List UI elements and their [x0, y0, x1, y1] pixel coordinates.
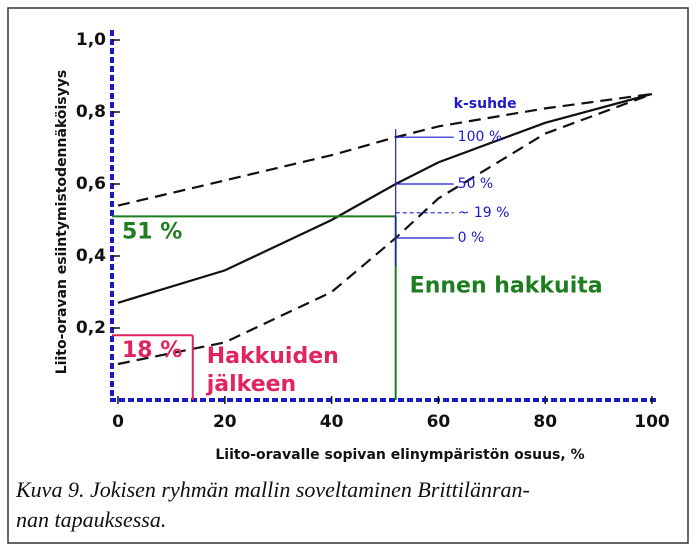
x-tick-label: 60	[427, 412, 451, 432]
k-scale-label: 0 %	[458, 230, 485, 246]
x-axis-label: Liito-oravalle sopivan elinympäristön os…	[215, 447, 584, 463]
y-tick-label: 0,8	[76, 102, 106, 122]
caption: Kuva 9. Jokisen ryhmän mallin soveltamin…	[15, 477, 530, 502]
k-scale-label: ~ 19 %	[458, 205, 510, 221]
x-tick-label: 80	[533, 412, 557, 432]
y-axis-label: Liito-oravan esiintymistodennäköisyys	[54, 70, 70, 374]
reference-text: Hakkuiden	[207, 344, 339, 369]
curve	[117, 92, 653, 366]
y-tick-label: 0,2	[76, 318, 106, 338]
y-tick-label: 0,6	[76, 174, 106, 194]
k-scale-title: k-suhde	[454, 96, 517, 112]
x-tick-label: 20	[213, 412, 237, 432]
y-tick-label: 0,4	[76, 246, 106, 266]
frame	[7, 7, 689, 544]
k-scale-label: 100 %	[458, 129, 502, 145]
reference-text: Ennen hakkuita	[410, 273, 603, 298]
k-scale-label: 50 %	[458, 176, 494, 192]
reference-label: 18 %	[122, 338, 182, 363]
caption: nan tapauksessa.	[16, 507, 166, 532]
reference-label: 51 %	[122, 219, 182, 244]
x-tick-label: 100	[634, 412, 670, 432]
reference-text: jälkeen	[206, 372, 296, 397]
x-tick-label: 40	[320, 412, 344, 432]
x-tick-label: 0	[112, 412, 124, 432]
curve	[117, 92, 653, 304]
y-tick-label: 1,0	[76, 30, 106, 50]
